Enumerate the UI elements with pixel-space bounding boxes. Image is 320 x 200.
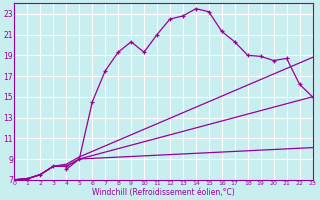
X-axis label: Windchill (Refroidissement éolien,°C): Windchill (Refroidissement éolien,°C) — [92, 188, 235, 197]
